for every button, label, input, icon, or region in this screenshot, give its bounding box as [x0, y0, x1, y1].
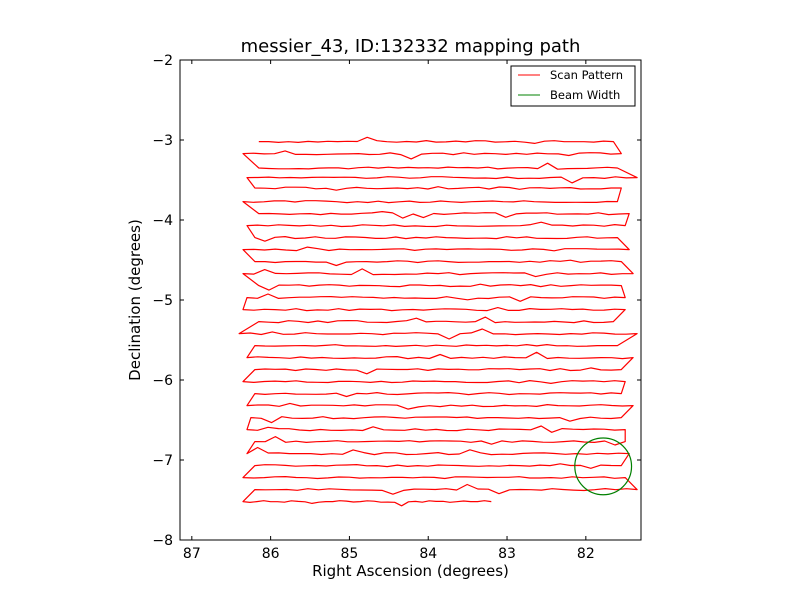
beam-width-circle [574, 437, 633, 496]
legend-box [510, 65, 636, 107]
y-tick-label: −6 [152, 373, 173, 389]
x-tick-label: 84 [419, 546, 437, 562]
legend: Scan Pattern Beam Width [510, 65, 636, 107]
scan-pattern-line [238, 136, 638, 507]
axes: 87 86 85 84 83 82 −2 −3 −4 −5 −6 −7 −8 [152, 53, 641, 562]
chart-title: messier_43, ID:132332 mapping path [241, 36, 581, 57]
plot-data [238, 136, 638, 507]
x-tick-label: 86 [262, 546, 280, 562]
x-tick-label: 82 [577, 546, 595, 562]
x-tick-label: 85 [341, 546, 359, 562]
y-tick-label: −2 [152, 53, 173, 69]
y-tick-label: −4 [152, 213, 173, 229]
x-tick-label: 83 [498, 546, 516, 562]
y-axis-label: Declination (degrees) [126, 219, 144, 381]
y-tick-label: −3 [152, 133, 173, 149]
x-axis-label: Right Ascension (degrees) [312, 562, 509, 580]
x-tick-label: 87 [183, 546, 201, 562]
y-tick-label: −8 [152, 533, 173, 549]
y-tick-label: −7 [152, 453, 173, 469]
legend-label-scan-pattern: Scan Pattern [550, 68, 623, 82]
y-tick-label: −5 [152, 293, 173, 309]
legend-label-beam-width: Beam Width [550, 88, 620, 102]
